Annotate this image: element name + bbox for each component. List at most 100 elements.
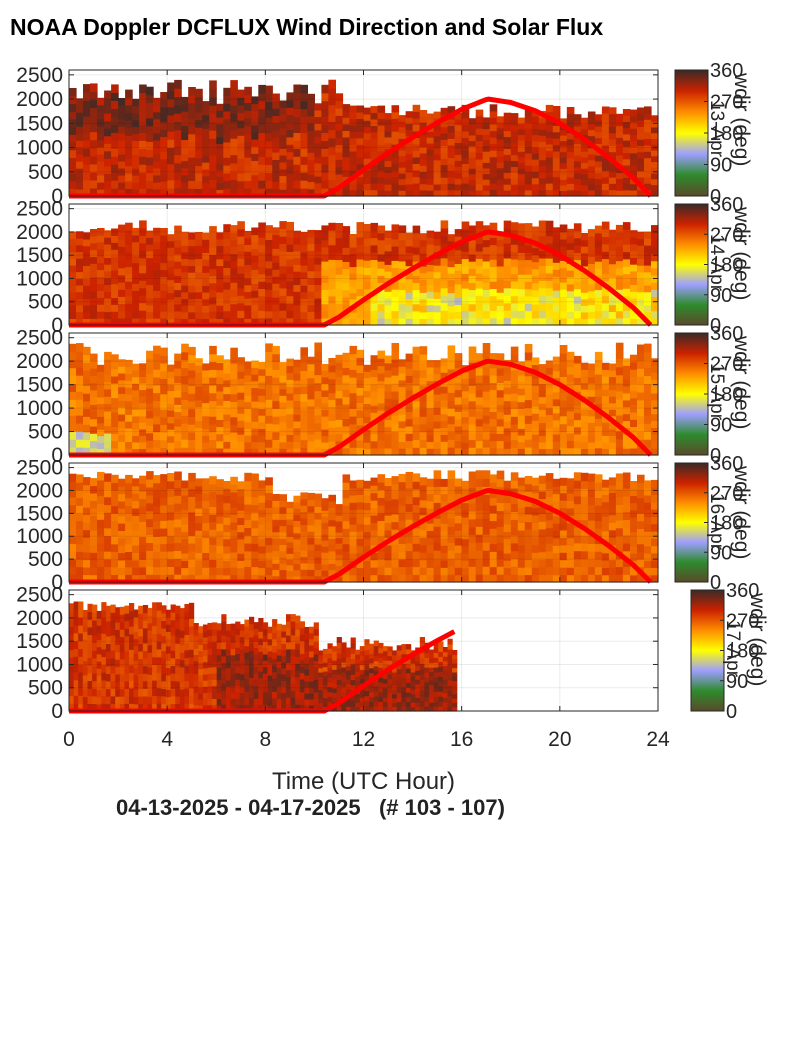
heatmap-cell: [594, 166, 603, 174]
heatmap-cell: [552, 500, 561, 509]
heatmap-cell: [202, 252, 210, 260]
heatmap-cell: [580, 292, 589, 300]
heatmap-cell: [468, 566, 477, 575]
heatmap-cell: [314, 500, 322, 507]
heatmap-cell: [517, 237, 526, 246]
heatmap-cell: [349, 384, 358, 394]
heatmap-cell: [615, 504, 624, 513]
heatmap-cell: [132, 409, 140, 417]
heatmap-cell: [447, 260, 456, 268]
heatmap-cell: [573, 155, 582, 162]
heatmap-cell: [454, 537, 463, 546]
heatmap-cell: [370, 230, 379, 239]
heatmap-cell: [601, 189, 610, 197]
heatmap-cell: [517, 500, 526, 509]
heatmap-cell: [76, 543, 84, 552]
heatmap-cell: [552, 125, 561, 133]
heatmap-cell: [559, 168, 568, 175]
heatmap-cell: [384, 447, 393, 456]
heatmap-cell: [440, 220, 449, 229]
heatmap-cell: [433, 502, 442, 511]
heatmap-cell: [524, 310, 533, 319]
heatmap-cell: [139, 220, 147, 229]
heatmap-cell: [426, 387, 435, 395]
heatmap-cell: [258, 237, 266, 246]
heatmap-cell: [111, 100, 119, 109]
heatmap-cell: [622, 386, 631, 394]
heatmap-cell: [342, 528, 351, 537]
heatmap-cell: [356, 266, 365, 275]
heatmap-cell: [433, 434, 442, 443]
heatmap-cell: [552, 311, 561, 319]
heatmap-cell: [69, 626, 75, 635]
heatmap-cell: [139, 396, 147, 404]
heatmap-cell: [111, 132, 119, 141]
heatmap-cell: [447, 408, 456, 417]
heatmap-cell: [384, 318, 393, 326]
heatmap-cell: [412, 104, 421, 112]
y-tick-label: 2000: [16, 479, 63, 502]
heatmap-cell: [601, 106, 610, 114]
heatmap-cell: [307, 263, 315, 272]
heatmap-cell: [83, 362, 91, 371]
heatmap-cell: [104, 558, 112, 568]
heatmap-cell: [174, 162, 182, 172]
heatmap-cell: [174, 282, 182, 291]
heatmap-cell: [503, 538, 512, 547]
heatmap-cell: [202, 545, 210, 553]
heatmap-cell: [405, 375, 414, 384]
heatmap-cell: [244, 414, 252, 423]
heatmap-cell: [447, 534, 456, 543]
heatmap-cell: [342, 382, 351, 390]
heatmap-cell: [216, 311, 224, 319]
heatmap-cell: [566, 396, 575, 404]
heatmap-cell: [538, 220, 547, 229]
heatmap-cell: [468, 151, 477, 158]
heatmap-cell: [97, 241, 105, 250]
heatmap-cell: [363, 281, 372, 290]
heatmap-cell: [195, 559, 203, 568]
heatmap-cell: [146, 157, 154, 166]
heatmap-cell: [608, 484, 617, 493]
heatmap-cell: [510, 439, 519, 448]
heatmap-cell: [482, 179, 491, 186]
heatmap-cell: [195, 119, 203, 128]
heatmap-cell: [83, 514, 91, 523]
heatmap-cell: [405, 298, 414, 306]
heatmap-cell: [496, 382, 505, 391]
heatmap-cell: [461, 221, 470, 230]
heatmap-cell: [475, 171, 484, 179]
heatmap-cell: [188, 87, 196, 96]
heatmap-cell: [630, 311, 638, 319]
heatmap-cell: [286, 144, 294, 153]
heatmap-cell: [174, 426, 182, 434]
heatmap-cell: [188, 574, 196, 583]
y-tick-label: 500: [28, 161, 63, 184]
heatmap-cell: [552, 567, 561, 576]
heatmap-cell: [202, 168, 210, 177]
heatmap-cell: [363, 448, 372, 456]
heatmap-cell: [398, 427, 407, 436]
heatmap-cell: [587, 473, 596, 482]
heatmap-cell: [637, 520, 645, 529]
heatmap-cell: [76, 551, 84, 560]
heatmap-cell: [118, 400, 126, 408]
heatmap-cell: [139, 498, 147, 507]
heatmap-cell: [244, 496, 252, 505]
heatmap-cell: [524, 415, 533, 424]
heatmap-cell: [328, 563, 336, 571]
heatmap-cell: [209, 369, 217, 378]
heatmap-cell: [644, 271, 652, 279]
heatmap-cell: [468, 310, 477, 319]
heatmap-cell: [97, 276, 105, 284]
heatmap-cell: [69, 278, 77, 286]
heatmap-cell: [552, 176, 561, 184]
heatmap-cell: [573, 447, 582, 456]
heatmap-cell: [524, 259, 533, 268]
heatmap-cell: [223, 87, 231, 97]
heatmap-cell: [216, 258, 224, 266]
heatmap-cell: [132, 415, 140, 423]
heatmap-cell: [97, 269, 105, 278]
heatmap-cell: [153, 513, 161, 522]
heatmap-cell: [559, 567, 568, 576]
